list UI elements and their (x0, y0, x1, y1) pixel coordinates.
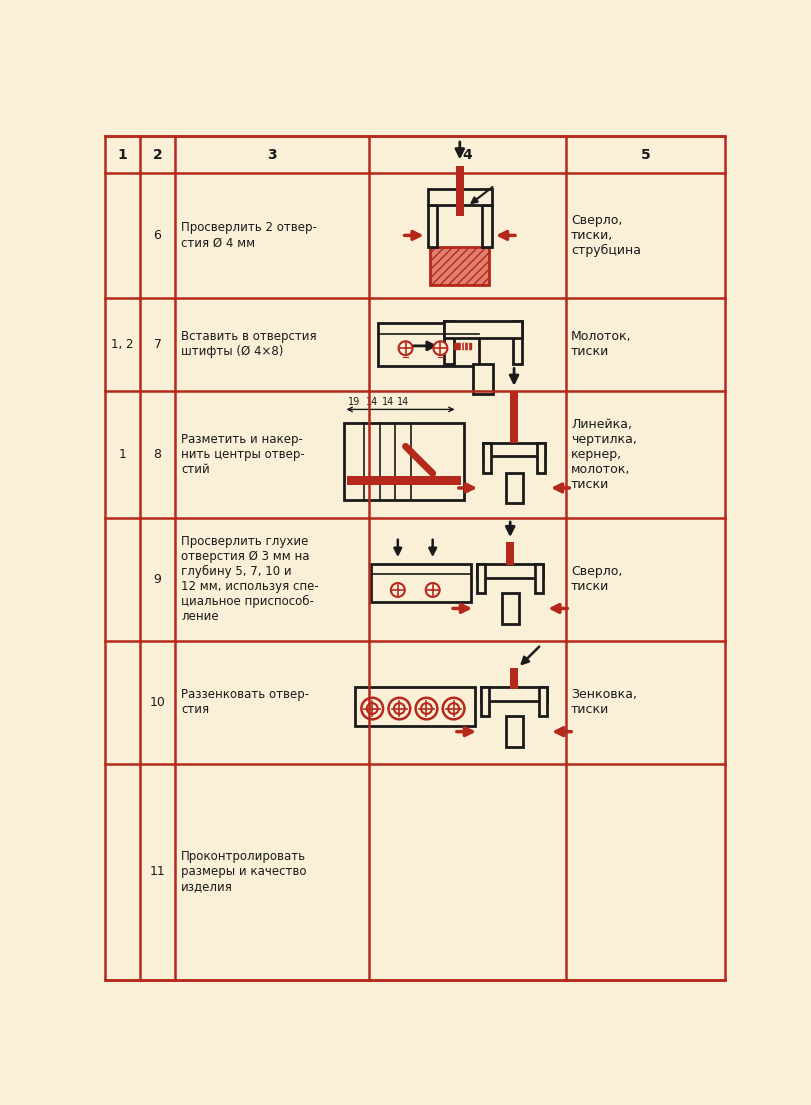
Circle shape (433, 341, 448, 355)
Bar (506, 543, 514, 566)
Bar (453, 343, 470, 349)
Bar (505, 716, 522, 747)
Text: Просверлить 2 отвер-
стия Ø 4 мм: Просверлить 2 отвер- стия Ø 4 мм (181, 221, 317, 250)
Text: 1, 2: 1, 2 (111, 338, 134, 351)
Text: Линейка,
чертилка,
кернер,
молоток,
тиски: Линейка, чертилка, кернер, молоток, тиск… (571, 418, 637, 491)
Text: 9: 9 (153, 572, 161, 586)
Text: 11: 11 (150, 865, 165, 878)
Circle shape (388, 697, 410, 719)
Text: 14: 14 (366, 397, 379, 407)
Text: 4: 4 (463, 148, 473, 161)
Bar (456, 166, 464, 217)
Text: 19: 19 (348, 397, 360, 407)
Bar (477, 564, 543, 578)
Text: Разметить и накер-
нить центры отвер-
стий: Разметить и накер- нить центры отвер- ст… (181, 432, 305, 475)
Bar (502, 593, 519, 624)
Text: 8: 8 (153, 448, 161, 461)
Circle shape (362, 697, 383, 719)
Bar (510, 667, 518, 688)
Bar (538, 442, 545, 473)
Text: 14: 14 (382, 397, 394, 407)
Bar (483, 442, 545, 456)
Bar (510, 392, 518, 442)
Text: Раззенковать отвер-
стия: Раззенковать отвер- стия (181, 688, 309, 716)
Text: Просверлить глухие
отверстия Ø 3 мм на
глубину 5, 7, 10 и
12 мм, используя спе-
: Просверлить глухие отверстия Ø 3 мм на г… (181, 535, 319, 623)
Bar (483, 442, 491, 473)
Bar (539, 687, 547, 716)
Text: Сверло,
тиски: Сверло, тиски (571, 565, 622, 593)
Text: Сверло,
тиски,
струбцина: Сверло, тиски, струбцина (571, 214, 641, 257)
Circle shape (391, 583, 405, 597)
Circle shape (443, 697, 465, 719)
Bar (535, 564, 543, 593)
Text: 14: 14 (397, 397, 410, 407)
Bar (444, 322, 521, 338)
Bar (513, 322, 521, 364)
Text: Молоток,
тиски: Молоток, тиски (571, 330, 632, 358)
Circle shape (415, 697, 437, 719)
Bar (355, 687, 475, 726)
Bar (483, 204, 491, 246)
Bar (346, 475, 461, 485)
Bar (431, 246, 489, 285)
Bar (344, 423, 464, 501)
Text: 6: 6 (153, 229, 161, 242)
Circle shape (448, 703, 459, 714)
Bar (477, 564, 485, 593)
Circle shape (398, 341, 413, 355)
Text: 2: 2 (152, 148, 162, 161)
Text: 3: 3 (267, 148, 277, 161)
Text: Проконтролировать
размеры и качество
изделия: Проконтролировать размеры и качество изд… (181, 851, 307, 893)
Bar (371, 564, 471, 602)
Circle shape (421, 703, 432, 714)
Bar (428, 189, 491, 204)
Bar (481, 687, 489, 716)
Circle shape (394, 703, 405, 714)
Bar (473, 364, 493, 394)
Circle shape (426, 583, 440, 597)
Text: 1: 1 (118, 448, 127, 461)
Text: Зенковка,
тиски: Зенковка, тиски (571, 688, 637, 716)
Text: 1: 1 (118, 148, 127, 161)
Circle shape (367, 703, 378, 714)
Bar (428, 204, 437, 246)
Bar (379, 323, 479, 366)
Text: 7: 7 (153, 338, 161, 351)
Text: 10: 10 (149, 696, 165, 709)
Text: 5: 5 (641, 148, 650, 161)
Text: Вставить в отверстия
штифты (Ø 4×8): Вставить в отверстия штифты (Ø 4×8) (181, 330, 317, 358)
Bar (481, 687, 547, 701)
Bar (444, 322, 453, 364)
Bar (505, 473, 522, 503)
